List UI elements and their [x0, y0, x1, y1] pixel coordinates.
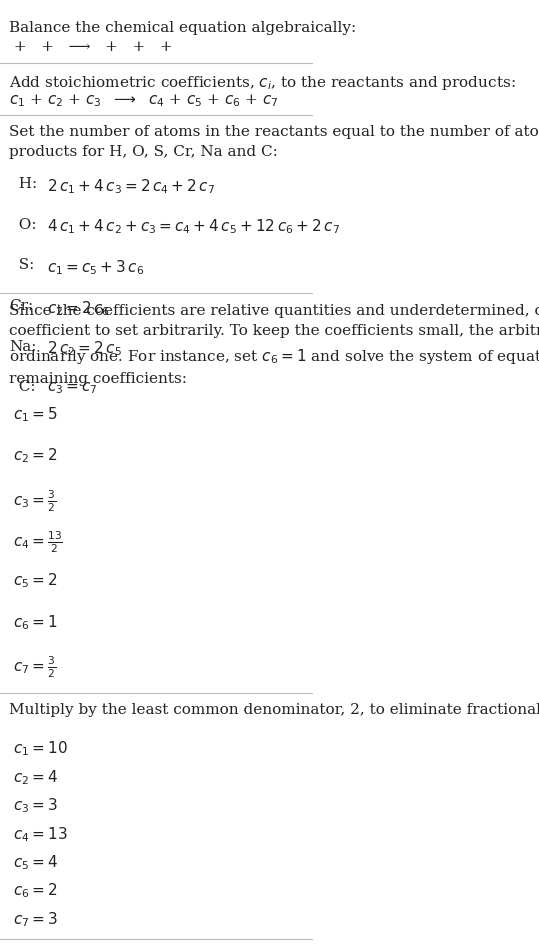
Text: $c_1 = 5$: $c_1 = 5$ [12, 405, 57, 424]
Text: $c_6 = 2$: $c_6 = 2$ [12, 882, 57, 901]
Text: Add stoichiometric coefficients, $c_i$, to the reactants and products:: Add stoichiometric coefficients, $c_i$, … [9, 74, 516, 92]
Text: $2\,c_1 + 4\,c_3 = 2\,c_4 + 2\,c_7$: $2\,c_1 + 4\,c_3 = 2\,c_4 + 2\,c_7$ [47, 177, 215, 196]
Text: Na:: Na: [9, 340, 37, 354]
Text: Multiply by the least common denominator, 2, to eliminate fractional coefficient: Multiply by the least common denominator… [9, 703, 539, 717]
Text: $c_1 = c_5 + 3\,c_6$: $c_1 = c_5 + 3\,c_6$ [47, 258, 144, 277]
Text: $c_2 = 2\,c_6$: $c_2 = 2\,c_6$ [47, 299, 110, 318]
Text: O:: O: [9, 218, 37, 232]
Text: $c_2 = 2$: $c_2 = 2$ [12, 447, 57, 465]
Text: $c_5 = 2$: $c_5 = 2$ [12, 571, 57, 590]
Text: $c_7 = 3$: $c_7 = 3$ [12, 910, 57, 929]
Text: $c_3 = 3$: $c_3 = 3$ [12, 797, 57, 815]
Text: $c_6 = 1$: $c_6 = 1$ [12, 613, 57, 632]
Text: $c_3 = c_7$: $c_3 = c_7$ [47, 380, 98, 396]
Text: +   +   ⟶   +   +   +: + + ⟶ + + + [9, 40, 178, 54]
Text: $c_1$ + $c_2$ + $c_3$  $\longrightarrow$  $c_4$ + $c_5$ + $c_6$ + $c_7$: $c_1$ + $c_2$ + $c_3$ $\longrightarrow$ … [9, 93, 279, 110]
Text: S:: S: [9, 258, 35, 272]
Text: $c_1 = 10$: $c_1 = 10$ [12, 740, 67, 759]
Text: $4\,c_1 + 4\,c_2 + c_3 = c_4 + 4\,c_5 + 12\,c_6 + 2\,c_7$: $4\,c_1 + 4\,c_2 + c_3 = c_4 + 4\,c_5 + … [47, 218, 340, 236]
Text: Since the coefficients are relative quantities and underdetermined, choose a
coe: Since the coefficients are relative quan… [9, 304, 539, 386]
Text: C:: C: [9, 380, 36, 394]
Text: $c_4 = \frac{13}{2}$: $c_4 = \frac{13}{2}$ [12, 530, 63, 555]
Text: $c_3 = \frac{3}{2}$: $c_3 = \frac{3}{2}$ [12, 488, 56, 514]
Text: Balance the chemical equation algebraically:: Balance the chemical equation algebraica… [9, 21, 357, 35]
Text: H:: H: [9, 177, 38, 191]
Text: $c_5 = 4$: $c_5 = 4$ [12, 853, 58, 872]
Text: $2\,c_2 = 2\,c_5$: $2\,c_2 = 2\,c_5$ [47, 340, 122, 359]
Text: Cr:: Cr: [9, 299, 33, 313]
Text: $c_4 = 13$: $c_4 = 13$ [12, 825, 67, 844]
Text: $c_7 = \frac{3}{2}$: $c_7 = \frac{3}{2}$ [12, 655, 56, 680]
Text: Set the number of atoms in the reactants equal to the number of atoms in the
pro: Set the number of atoms in the reactants… [9, 125, 539, 160]
Text: $c_2 = 4$: $c_2 = 4$ [12, 768, 58, 787]
